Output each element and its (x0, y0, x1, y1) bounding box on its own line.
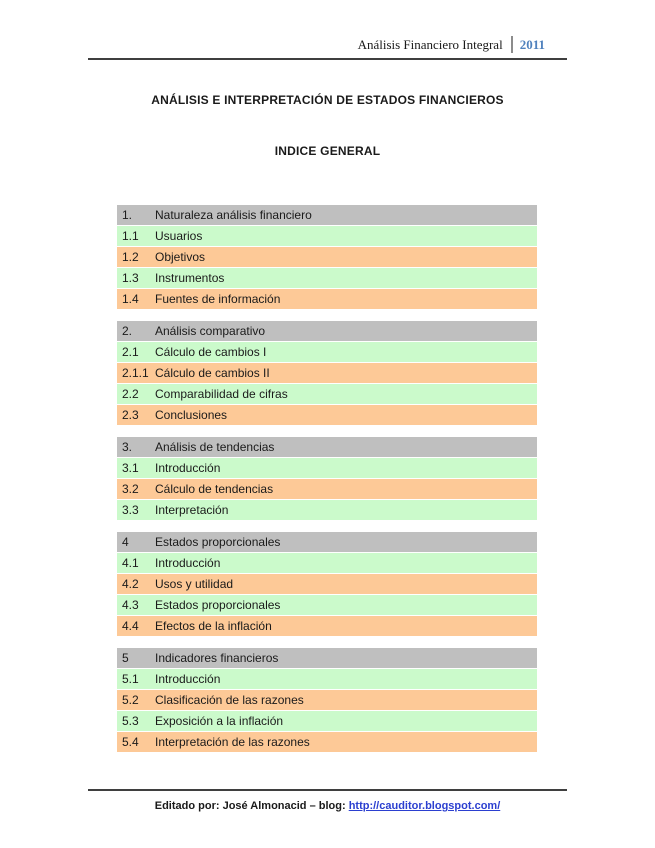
row-number: 3.3 (122, 503, 139, 517)
document-title: ANÁLISIS E INTERPRETACIÓN DE ESTADOS FIN… (151, 93, 504, 107)
toc-item-row: 2.1.1 Cálculo de cambios II (117, 363, 537, 383)
toc-item-row: 4.1 Introducción (117, 553, 537, 573)
footer-blog-link[interactable]: http://cauditor.blogspot.com/ (348, 800, 501, 812)
toc-table: 1. Naturaleza análisis financiero 1.1 Usuar… (117, 205, 537, 764)
row-number: 2. (122, 324, 133, 338)
row-title: Clasificación de las razones (155, 693, 304, 707)
row-title: Naturaleza análisis financiero (155, 208, 312, 222)
row-number: 4.1 (122, 556, 139, 570)
row-title: Introducción (155, 461, 221, 475)
toc-item-row: 3.2 Cálculo de tendencias (117, 479, 537, 499)
row-title: Conclusiones (155, 408, 228, 422)
row-title: Análisis de tendencias (155, 440, 275, 454)
row-number: 3.1 (122, 461, 139, 475)
row-number: 2.1.1 (122, 366, 149, 380)
toc-item-row: 5.1 Introducción (117, 669, 537, 689)
toc-item-row: 4.3 Estados proporcionales (117, 595, 537, 615)
row-title: Interpretación de las razones (155, 735, 310, 749)
row-number: 5.4 (122, 735, 139, 749)
row-title: Cálculo de cambios II (155, 366, 270, 380)
toc-section: 5 Indicadores financieros 5.1 Introducción 5… (117, 648, 537, 752)
row-title: Efectos de la inflación (155, 619, 272, 633)
row-title: Interpretación (155, 503, 229, 517)
toc-item-row: 1.4 Fuentes de información (117, 289, 537, 309)
toc-section-header-row: 2. Análisis comparativo (117, 321, 537, 341)
row-title: Estados proporcionales (155, 598, 281, 612)
row-number: 2.1 (122, 345, 139, 359)
toc-section-header-row: 5 Indicadores financieros (117, 648, 537, 668)
row-title: Introducción (155, 672, 221, 686)
row-number: 5 (122, 651, 129, 665)
row-title: Comparabilidad de cifras (155, 387, 288, 401)
row-title: Exposición a la inflación (155, 714, 284, 728)
row-number: 1. (122, 208, 133, 222)
toc-item-row: 5.4 Interpretación de las razones (117, 732, 537, 752)
row-number: 1.3 (122, 271, 139, 285)
row-title: Usuarios (155, 229, 203, 243)
row-number: 5.3 (122, 714, 139, 728)
row-title: Cálculo de tendencias (155, 482, 274, 496)
row-number: 1.2 (122, 250, 139, 264)
row-number: 2.2 (122, 387, 139, 401)
toc-section-header-row: 3. Análisis de tendencias (117, 437, 537, 457)
row-title: Análisis comparativo (155, 324, 266, 338)
row-number: 5.1 (122, 672, 139, 686)
toc-item-row: 4.2 Usos y utilidad (117, 574, 537, 594)
toc-section: 4 Estados proporcionales 4.1 Introducción 4.… (117, 532, 537, 636)
row-number: 1.1 (122, 229, 139, 243)
row-title: Estados proporcionales (155, 535, 281, 549)
row-title: Usos y utilidad (155, 577, 234, 591)
header-year: 2011 (519, 36, 545, 52)
row-number: 3.2 (122, 482, 139, 496)
toc-item-row: 5.3 Exposición a la inflación (117, 711, 537, 731)
page-header: Análisis Financiero Integral 2011 (88, 36, 567, 60)
toc-item-row: 4.4 Efectos de la inflación (117, 616, 537, 636)
row-number: 4.4 (122, 619, 139, 633)
toc-item-row: 2.1 Cálculo de cambios I (117, 342, 537, 362)
index-title: INDICE GENERAL (274, 144, 381, 158)
row-title: Objetivos (155, 250, 206, 264)
row-title: Indicadores financieros (155, 651, 279, 665)
row-title: Fuentes de información (155, 292, 281, 306)
toc-item-row: 2.2 Comparabilidad de cifras (117, 384, 537, 404)
toc-section: 1. Naturaleza análisis financiero 1.1 Usuar… (117, 205, 537, 309)
row-number: 4.2 (122, 577, 139, 591)
toc-item-row: 3.3 Interpretación (117, 500, 537, 520)
toc-section: 2. Análisis comparativo 2.1 Cálculo de camb… (117, 321, 537, 425)
toc-item-row: 3.1 Introducción (117, 458, 537, 478)
toc-section: 3. Análisis de tendencias 3.1 Introducción 3… (117, 437, 537, 520)
row-number: 4.3 (122, 598, 139, 612)
header-title: Análisis Financiero Integral (357, 36, 503, 52)
page-footer: Editado por: José Almonacid – blog: http… (88, 789, 567, 812)
row-title: Instrumentos (155, 271, 225, 285)
row-title: Introducción (155, 556, 221, 570)
toc-section-header-row: 4 Estados proporcionales (117, 532, 537, 552)
row-number: 5.2 (122, 693, 139, 707)
row-number: 4 (122, 535, 129, 549)
row-number: 3. (122, 440, 133, 454)
footer-text: Editado por: José Almonacid – blog: (154, 800, 349, 812)
row-number: 2.3 (122, 408, 139, 422)
toc-item-row: 1.3 Instrumentos (117, 268, 537, 288)
row-title: Cálculo de cambios I (155, 345, 267, 359)
toc-section-header-row: 1. Naturaleza análisis financiero (117, 205, 537, 225)
toc-item-row: 1.2 Objetivos (117, 247, 537, 267)
toc-item-row: 5.2 Clasificación de las razones (117, 690, 537, 710)
header-separator-bar (510, 36, 513, 53)
toc-item-row: 2.3 Conclusiones (117, 405, 537, 425)
row-number: 1.4 (122, 292, 139, 306)
toc-item-row: 1.1 Usuarios (117, 226, 537, 246)
